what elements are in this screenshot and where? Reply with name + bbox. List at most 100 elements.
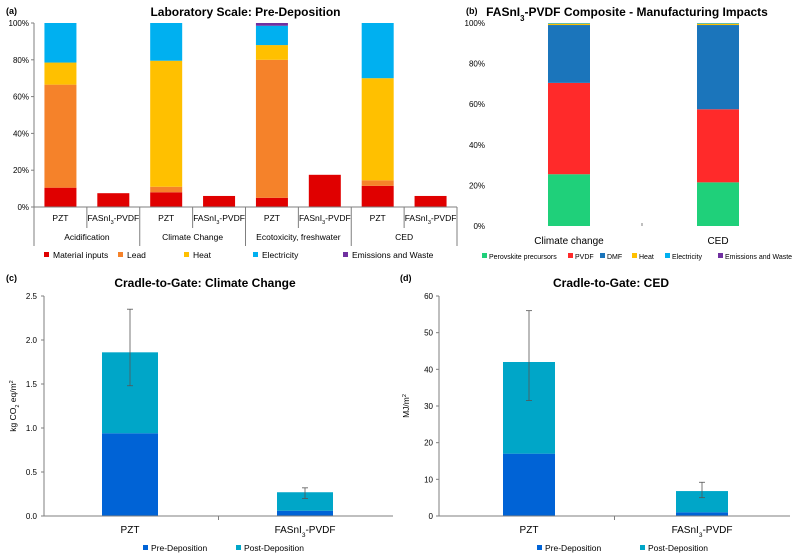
bar-segment-a [308,174,341,207]
x-tick-label-a-main: PZT [370,213,386,223]
group-label-a: Acidification [64,232,110,242]
bar-segment-a [44,187,77,207]
x-tick-label-a-main: PZT [158,213,174,223]
x-tick-label-a-sub: 3 [216,220,219,226]
panel-a: (a) Laboratory Scale: Pre-Deposition 0% 20%… [6,5,458,260]
legend-label-c: Pre-Deposition [151,543,207,553]
bar-segment-a [255,25,288,46]
chart-title-d: Cradle-to-Gate: CED [553,276,669,290]
panel-label-c: (c) [6,273,17,283]
x-tick-label-b: CED [707,236,728,247]
y-axis-title-c-main: kg CO [8,407,18,431]
x-tick-label-a-tail: -PVDF [114,213,140,223]
chart-title-b: FASnI3-PVDF Composite - Manufacturing Im… [486,5,768,23]
bar-segment-a [203,195,236,207]
x-tick-label-d-sub: 3 [699,532,703,539]
y-tick-label-b: 80% [469,60,485,69]
bar-segment-d [503,453,555,516]
y-tick-label-c: 2.5 [26,292,38,301]
y-tick-label-d: 10 [424,475,433,484]
x-tick-label-a: FASnI3-PVDF [193,213,245,226]
panel-b: (b) FASnI3-PVDF Composite - Manufacturing… [465,5,793,261]
legend-label-a: Lead [127,250,146,260]
y-tick-label-a: 100% [9,19,29,28]
y-tick-label-d: 20 [424,439,433,448]
x-tick-label-a: PZT [158,213,174,223]
chart-title-b-tail: -PVDF Composite - Manufacturing Impacts [525,5,769,19]
y-axis-title-d: MJ/m2 [401,394,411,418]
legend-swatch-b [632,253,637,258]
bar-segment-a [44,62,77,85]
bar-segment-a [255,45,288,60]
legend-swatch-b [482,253,487,258]
x-tick-label-d-main: PZT [520,525,539,536]
panel-label-d: (d) [400,273,412,283]
y-tick-label-d: 0 [429,512,434,521]
bar-segment-a [414,195,447,207]
y-tick-label-a: 60% [13,93,29,102]
y-axis-title-c: kg CO2 eq/m2 [8,380,21,432]
chart-title-b-sub: 3 [520,14,525,23]
legend-label-b: Electricity [672,254,702,261]
panel-label-b: (b) [466,6,478,16]
bar-segment-c [102,433,158,516]
bar-segment-a [255,23,288,26]
bar-segment-c [277,492,333,511]
legend-swatch-b [718,253,723,258]
x-tick-label-a-main: FASnI [193,213,216,223]
bar-segment-a [150,60,183,187]
group-label-a: CED [395,232,413,242]
y-tick-label-a: 40% [13,129,29,138]
y-tick-label-d: 60 [424,292,433,301]
x-tick-label-a: FASnI3-PVDF [299,213,351,226]
legend-swatch-b [665,253,670,258]
legend-swatch-b [568,253,573,258]
legend-swatch-a [184,252,189,257]
x-tick-label-c: FASnI3-PVDF [275,525,336,539]
bar-segment-b [548,174,590,226]
legend-swatch-d [537,545,542,550]
x-tick-label-a-sub: 3 [111,220,114,226]
x-tick-label-a: PZT [264,213,280,223]
chart-title-b-main: FASnI [486,5,520,19]
y-tick-label-c: 0.0 [26,512,38,521]
y-tick-label-c: 0.5 [26,468,38,477]
x-tick-label-a-tail: -PVDF [219,213,245,223]
x-tick-label-d: FASnI3-PVDF [672,525,733,539]
bar-segment-a [150,23,183,61]
x-tick-label-a-sub: 3 [428,220,431,226]
x-tick-label-a-main: PZT [52,213,68,223]
y-tick-label-a: 80% [13,56,29,65]
x-tick-label-a-sub: 3 [322,220,325,226]
y-tick-label-b: 60% [469,100,485,109]
x-tick-label-a-main: FASnI [299,213,322,223]
y-tick-label-b: 40% [469,141,485,150]
bar-segment-a [150,192,183,207]
bar-segment-d [676,512,728,516]
bar-segment-b [697,23,739,26]
x-tick-label-c-tail: -PVDF [305,525,335,536]
bar-segment-c [277,510,333,516]
x-tick-label-a: FASnI3-PVDF [405,213,457,226]
x-tick-label-b: Climate change [534,236,604,247]
legend-label-b: PVDF [575,254,594,261]
legend-label-a: Material inputs [53,250,108,260]
bar-segment-a [255,59,288,198]
legend-label-a: Emissions and Waste [352,250,434,260]
x-tick-label-a: PZT [52,213,68,223]
bar-segment-b [697,23,739,24]
x-tick-label-c: PZT [121,525,140,536]
legend-swatch-a [44,252,49,257]
legend-swatch-a [253,252,258,257]
bar-segment-a [255,197,288,207]
y-axis-title-c-sub: 2 [15,405,21,408]
x-tick-label-a: PZT [370,213,386,223]
y-tick-label-c: 2.0 [26,336,38,345]
bar-segment-a [361,185,394,207]
x-tick-label-c-main: PZT [121,525,140,536]
x-tick-label-a-tail: -PVDF [325,213,351,223]
y-tick-label-c: 1.5 [26,380,38,389]
x-tick-label-a-main: FASnI [405,213,428,223]
bar-segment-a [361,78,394,181]
